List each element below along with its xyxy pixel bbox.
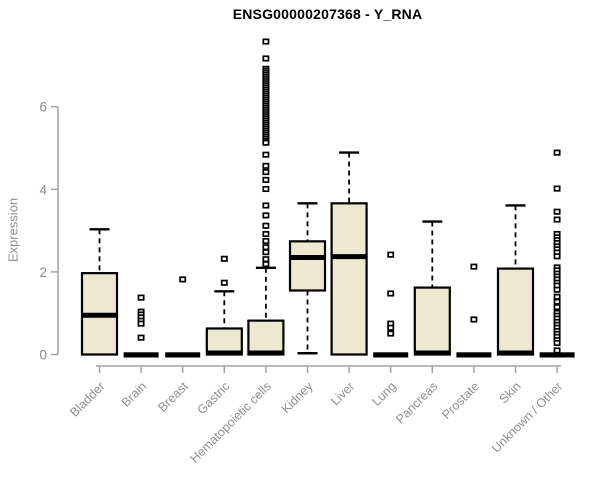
- y-tick-label: 6: [39, 100, 47, 115]
- x-tick-label: Brain: [119, 379, 150, 410]
- outlier-point: [262, 230, 270, 238]
- outlier-point: [262, 162, 270, 169]
- outlier-point: [137, 294, 145, 301]
- x-tick-label: Gastric: [195, 379, 233, 417]
- outlier-point: [553, 149, 561, 156]
- outlier-point: [470, 316, 478, 323]
- outlier-point: [262, 202, 270, 209]
- x-tick-label: Prostate: [439, 379, 482, 422]
- box: [496, 267, 535, 356]
- outlier-point: [553, 304, 561, 311]
- box: [288, 240, 327, 292]
- outlier-point: [262, 38, 270, 45]
- outlier-point: [262, 55, 270, 62]
- y-tick-label: 0: [39, 348, 47, 363]
- x-tick-label: Skin: [497, 379, 524, 406]
- box: [330, 202, 368, 356]
- outlier-point: [553, 216, 561, 223]
- outlier-point: [137, 320, 145, 327]
- box: [247, 319, 285, 356]
- outlier-point: [262, 169, 270, 176]
- outlier-point: [262, 237, 270, 245]
- outlier-point: [553, 347, 561, 354]
- outlier-point: [262, 256, 270, 263]
- collapsed-box: [123, 352, 159, 358]
- outlier-point: [470, 263, 478, 270]
- outlier-point: [387, 290, 395, 297]
- chart-title: ENSG00000207368 - Y_RNA: [232, 6, 423, 22]
- outlier-point: [220, 255, 228, 262]
- outlier-point: [387, 330, 395, 337]
- outlier-point: [553, 185, 561, 192]
- box: [413, 286, 451, 356]
- outlier-point: [137, 334, 145, 341]
- outlier-point: [553, 293, 561, 300]
- outlier-point: [220, 279, 228, 286]
- x-tick-label: Pancreas: [393, 379, 440, 426]
- outlier-point: [387, 251, 395, 258]
- x-tick-label: Lung: [369, 379, 399, 409]
- outlier-point: [262, 244, 270, 251]
- collapsed-box: [539, 352, 575, 358]
- outlier-point: [553, 339, 561, 347]
- outlier-point: [262, 212, 270, 219]
- outlier-point: [262, 261, 270, 268]
- outlier-point: [262, 151, 270, 158]
- outlier-point: [262, 185, 270, 193]
- x-tick-label: Breast: [155, 379, 191, 415]
- outlier-point: [262, 176, 270, 183]
- outlier-point: [262, 139, 270, 146]
- y-tick-label: 2: [39, 265, 47, 280]
- outlier-point: [262, 249, 270, 256]
- outlier-point: [262, 222, 270, 229]
- collapsed-box: [456, 352, 492, 358]
- outlier-point: [553, 298, 561, 305]
- collapsed-box: [165, 352, 201, 358]
- y-tick-label: 4: [39, 182, 47, 197]
- outlier-point: [553, 208, 561, 215]
- x-tick-label: Unknown / Other: [489, 379, 565, 455]
- outlier-point: [179, 276, 187, 283]
- collapsed-box: [373, 352, 409, 358]
- x-tick-label: Liver: [328, 379, 357, 408]
- outlier-point: [387, 324, 395, 331]
- outlier-point: [553, 253, 561, 260]
- x-tick-label: Bladder: [67, 379, 107, 419]
- x-tick-label: Kidney: [279, 379, 316, 416]
- x-tick-label: Hematopoietic cells: [187, 379, 274, 466]
- outlier-point: [553, 286, 561, 293]
